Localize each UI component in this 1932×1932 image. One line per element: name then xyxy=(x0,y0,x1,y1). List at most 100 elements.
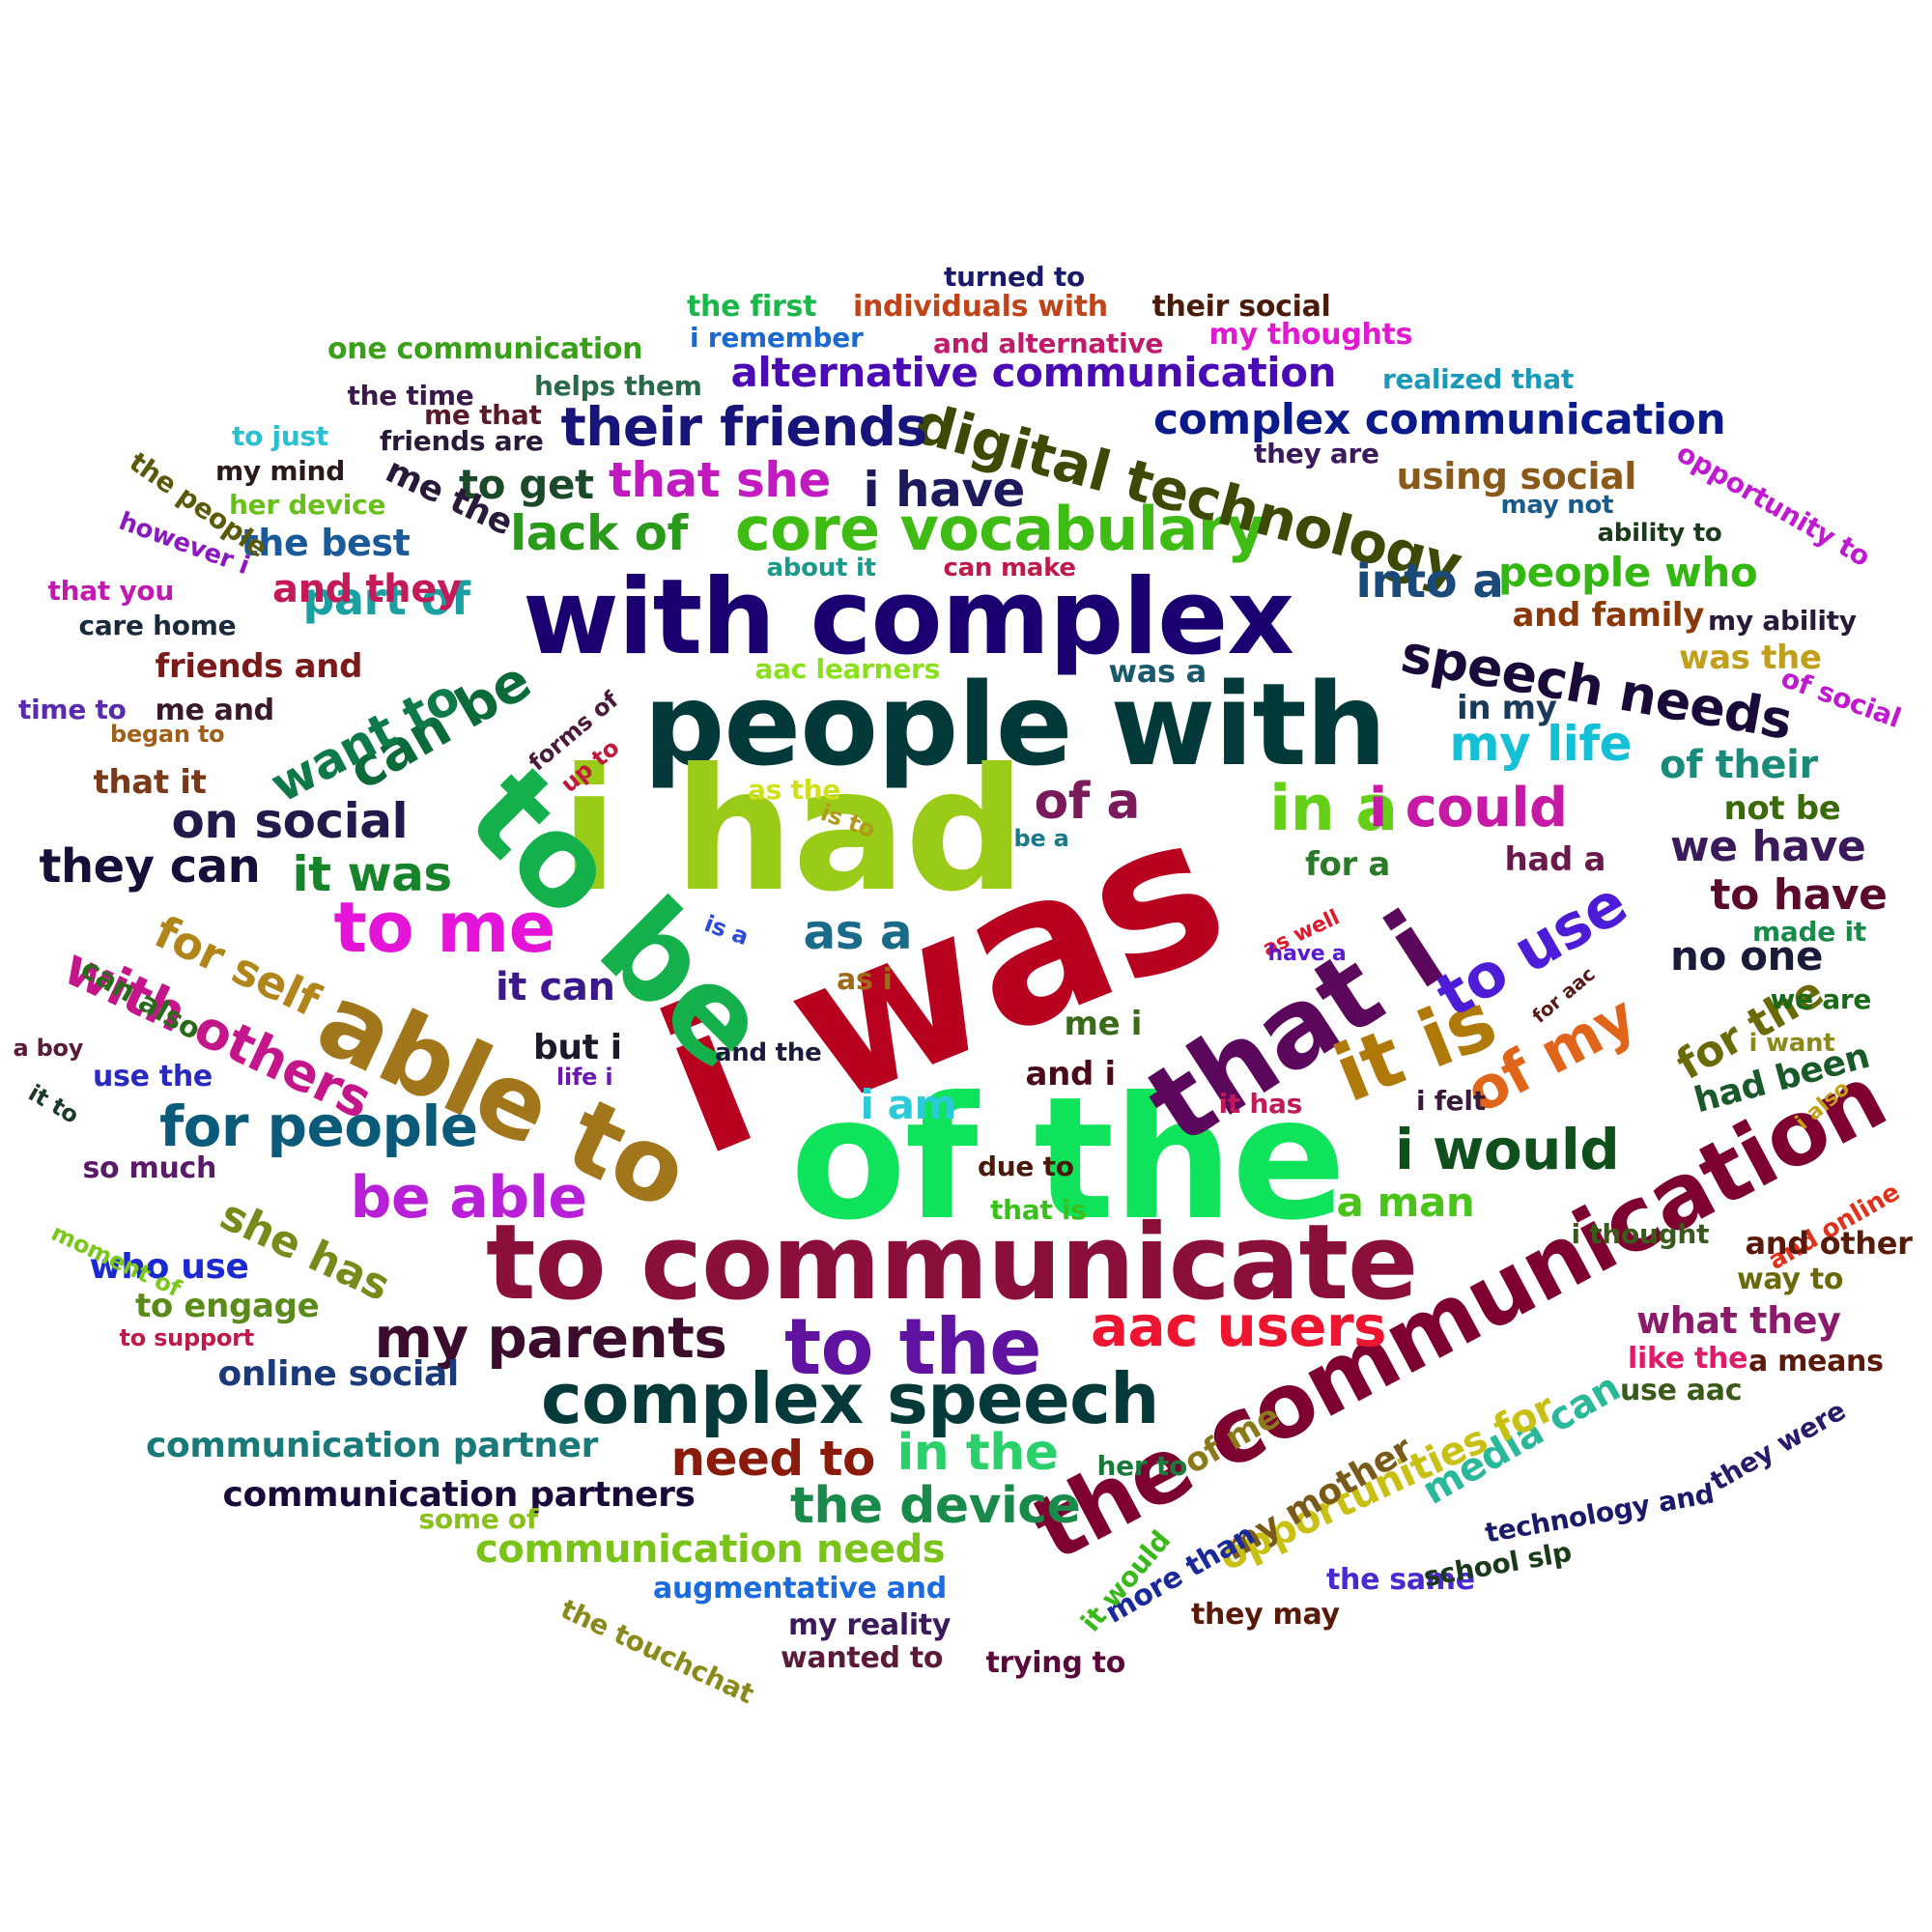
word-the-best: the best xyxy=(241,522,411,564)
word-core-vocabulary: core vocabulary xyxy=(735,494,1265,564)
word-i-have: i have xyxy=(863,462,1026,518)
word-may-not: may not xyxy=(1500,491,1614,520)
word-their-friends: their friends xyxy=(560,395,928,458)
word-communication-needs: communication needs xyxy=(475,1527,946,1572)
word-i-felt: i felt xyxy=(1416,1085,1486,1117)
word-i-would: i would xyxy=(1395,1117,1620,1182)
word-to-have: to have xyxy=(1710,870,1888,920)
word-her-to: her to xyxy=(1096,1450,1188,1482)
word-life-i: life i xyxy=(556,1064,613,1091)
word-complex-speech: complex speech xyxy=(541,1358,1159,1439)
word-to-get: to get xyxy=(459,461,594,508)
word-aac-learners: aac learners xyxy=(754,653,941,685)
word-i-could: i could xyxy=(1369,777,1568,839)
word-they-may: they may xyxy=(1191,1598,1340,1632)
word-her-device: her device xyxy=(229,489,386,521)
word-and-other: and other xyxy=(1745,1225,1913,1262)
word-and-alternative: and alternative xyxy=(933,327,1164,359)
word-aac-users: aac users xyxy=(1091,1293,1387,1359)
word-my-parents: my parents xyxy=(374,1305,727,1371)
word-my-thoughts: my thoughts xyxy=(1208,318,1413,352)
word-communication-partner: communication partner xyxy=(146,1426,599,1465)
word-on-social: on social xyxy=(171,793,409,849)
word-who-use: who use xyxy=(89,1247,249,1287)
word-and-family: and family xyxy=(1512,596,1705,635)
word-one-communication: one communication xyxy=(327,332,643,366)
word-complex-communication: complex communication xyxy=(1153,395,1726,444)
word-that-it: that it xyxy=(93,763,207,802)
word-wanted-to: wanted to xyxy=(781,1641,944,1675)
word-technology-and: technology and xyxy=(1482,1477,1717,1549)
word-to-me: to me xyxy=(333,887,556,968)
word-due-to: due to xyxy=(978,1151,1074,1182)
word-helps-them: helps them xyxy=(534,370,702,402)
word-i-thought: i thought xyxy=(1571,1218,1710,1250)
word-that-is: that is xyxy=(990,1194,1087,1226)
word-to-the: to the xyxy=(784,1302,1042,1392)
word-they-were: they were xyxy=(1704,1394,1851,1497)
word-they-can: they can xyxy=(39,839,261,894)
word-people-who: people who xyxy=(1498,549,1758,596)
word-of-social: of social xyxy=(1776,661,1905,735)
word-and-they: and they xyxy=(272,567,462,611)
word-friends-and: friends and xyxy=(155,647,363,686)
word-some-of: some of xyxy=(418,1503,539,1535)
word-my-ability: my ability xyxy=(1708,605,1857,637)
word-trying-to: trying to xyxy=(985,1646,1126,1680)
word-with-complex: with complex xyxy=(523,557,1294,678)
word-way-to: way to xyxy=(1737,1263,1844,1296)
word-of-the: of the xyxy=(790,1061,1346,1258)
word-can-make: can make xyxy=(943,554,1077,582)
word-was-the: was the xyxy=(1679,639,1822,677)
word-no-one: no one xyxy=(1670,932,1824,980)
word-a-means: a means xyxy=(1748,1345,1884,1378)
word-we-are: we are xyxy=(1770,983,1872,1015)
word-so-much: so much xyxy=(82,1151,217,1185)
word-in-my: in my xyxy=(1457,689,1557,727)
word-that-she: that she xyxy=(609,452,831,508)
word-to-support: to support xyxy=(119,1324,255,1351)
word-lack-of: lack of xyxy=(510,505,688,561)
word-as-i: as i xyxy=(837,963,893,997)
word-a-boy: a boy xyxy=(13,1035,84,1062)
word-the-touchchat: the touchchat xyxy=(555,1592,759,1711)
word-as-the: as the xyxy=(748,774,840,806)
word-their-social: their social xyxy=(1151,290,1331,324)
word-for-a: for a xyxy=(1305,845,1390,884)
word-use-aac: use aac xyxy=(1620,1374,1743,1407)
word-communication-partners: communication partners xyxy=(222,1475,696,1515)
word-the-same: the same xyxy=(1326,1563,1475,1597)
word-as-a: as a xyxy=(803,904,913,960)
word-about-it: about it xyxy=(766,554,877,582)
word-to-just: to just xyxy=(232,420,328,452)
word-what-they: what they xyxy=(1636,1299,1841,1342)
word-like-the: like the xyxy=(1628,1342,1748,1376)
word-and-the: and the xyxy=(715,1038,822,1067)
word-my-reality: my reality xyxy=(788,1608,952,1642)
word-using-social: using social xyxy=(1396,455,1637,497)
word-ability-to: ability to xyxy=(1597,519,1722,548)
word-it-to: it to xyxy=(23,1079,83,1129)
word-was-a: was a xyxy=(1108,653,1208,690)
word-had-a: had a xyxy=(1504,840,1606,879)
word-realized-that: realized that xyxy=(1382,363,1574,395)
word-me-and: me and xyxy=(155,694,275,727)
word-of-their: of their xyxy=(1660,743,1818,787)
word-into-a: into a xyxy=(1355,554,1504,609)
word-me-i: me i xyxy=(1064,1005,1143,1043)
word-i-had: i had xyxy=(560,732,1026,929)
word-part-of: part of xyxy=(302,573,471,625)
word-the-device: the device xyxy=(790,1477,1081,1535)
word-that-you: that you xyxy=(47,575,175,607)
word-it-can: it can xyxy=(496,965,615,1009)
word-made-it: made it xyxy=(1752,916,1866,948)
word-care-home: care home xyxy=(78,610,237,641)
word-my-life: my life xyxy=(1449,716,1633,772)
word-to-communicate: to communicate xyxy=(486,1203,1418,1323)
word-be-able: be able xyxy=(350,1164,588,1232)
word-it-was: it was xyxy=(292,846,453,902)
word-i-am: i am xyxy=(860,1081,957,1128)
word-time-to: time to xyxy=(18,694,127,725)
word-the-first: the first xyxy=(687,290,817,324)
